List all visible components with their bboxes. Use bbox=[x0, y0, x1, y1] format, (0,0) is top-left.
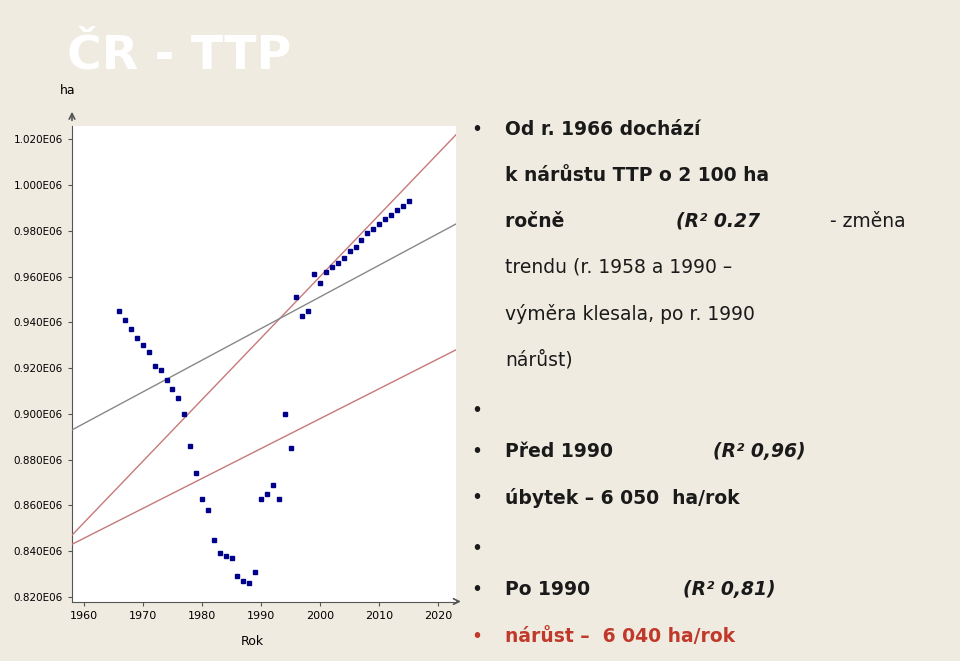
Text: - změna: - změna bbox=[825, 212, 906, 231]
Text: Od r. 1966 dochází: Od r. 1966 dochází bbox=[505, 120, 701, 139]
Text: k nárůstu TTP o 2 100 ha: k nárůstu TTP o 2 100 ha bbox=[505, 166, 770, 184]
Text: (R² 0,81): (R² 0,81) bbox=[684, 580, 776, 600]
Text: (R² 0,96): (R² 0,96) bbox=[713, 442, 805, 461]
Text: •: • bbox=[470, 580, 482, 600]
Text: trendu (r. 1958 a 1990 –: trendu (r. 1958 a 1990 – bbox=[505, 258, 732, 277]
Text: ČR - TTP: ČR - TTP bbox=[67, 34, 292, 79]
Text: výměra klesala, po r. 1990: výměra klesala, po r. 1990 bbox=[505, 304, 756, 324]
Text: Rok: Rok bbox=[241, 635, 264, 648]
Text: (R² 0.27: (R² 0.27 bbox=[676, 212, 760, 231]
Text: •: • bbox=[470, 401, 482, 420]
Text: •: • bbox=[470, 488, 482, 508]
Text: Před 1990: Před 1990 bbox=[505, 442, 627, 461]
Text: •: • bbox=[470, 442, 482, 461]
Text: •: • bbox=[470, 120, 482, 139]
Text: nárůst –  6 040 ha/rok: nárůst – 6 040 ha/rok bbox=[505, 627, 735, 646]
Text: •: • bbox=[470, 627, 482, 646]
Text: Po 1990: Po 1990 bbox=[505, 580, 604, 600]
Text: nárůst): nárůst) bbox=[505, 350, 573, 369]
Text: ha: ha bbox=[60, 84, 76, 97]
Text: úbytek – 6 050  ha/rok: úbytek – 6 050 ha/rok bbox=[505, 488, 740, 508]
Text: ročně: ročně bbox=[505, 212, 578, 231]
Text: •: • bbox=[470, 539, 482, 558]
